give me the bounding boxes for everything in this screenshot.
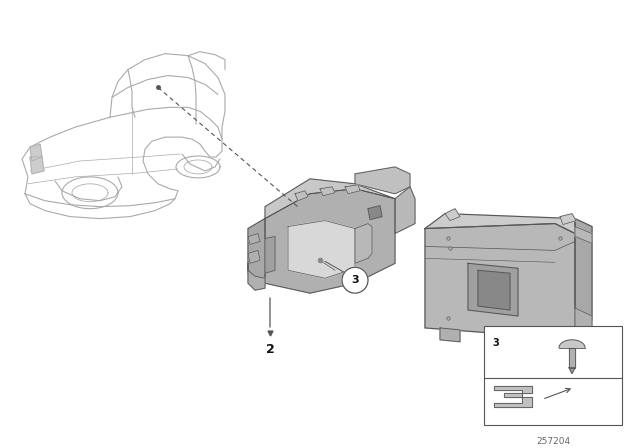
Polygon shape <box>569 368 575 374</box>
Polygon shape <box>440 328 460 342</box>
Polygon shape <box>355 167 410 194</box>
Polygon shape <box>425 214 575 233</box>
Text: 257204: 257204 <box>536 437 570 446</box>
Polygon shape <box>248 250 260 263</box>
Polygon shape <box>478 270 510 310</box>
Polygon shape <box>560 214 576 224</box>
Polygon shape <box>494 386 532 407</box>
Polygon shape <box>395 187 415 233</box>
Text: 3: 3 <box>351 275 359 285</box>
Text: 2: 2 <box>266 343 275 356</box>
Polygon shape <box>468 263 518 316</box>
Polygon shape <box>30 157 44 174</box>
Polygon shape <box>265 189 395 293</box>
Polygon shape <box>248 263 265 290</box>
Polygon shape <box>575 219 592 328</box>
Polygon shape <box>575 308 592 336</box>
Polygon shape <box>265 179 395 219</box>
Circle shape <box>342 267 368 293</box>
Polygon shape <box>295 191 308 201</box>
Polygon shape <box>248 219 265 283</box>
Text: 1: 1 <box>486 386 494 399</box>
Polygon shape <box>248 233 260 245</box>
Polygon shape <box>569 348 575 368</box>
Polygon shape <box>445 209 460 220</box>
Polygon shape <box>30 144 42 161</box>
Polygon shape <box>288 220 355 278</box>
Polygon shape <box>368 206 382 220</box>
Text: 3: 3 <box>492 338 499 348</box>
Polygon shape <box>559 340 585 348</box>
Bar <box>484 326 622 425</box>
Polygon shape <box>265 237 275 273</box>
Polygon shape <box>355 224 372 263</box>
Polygon shape <box>500 332 520 346</box>
Polygon shape <box>320 187 335 196</box>
Polygon shape <box>425 224 575 338</box>
Polygon shape <box>345 185 360 194</box>
Polygon shape <box>575 227 592 243</box>
